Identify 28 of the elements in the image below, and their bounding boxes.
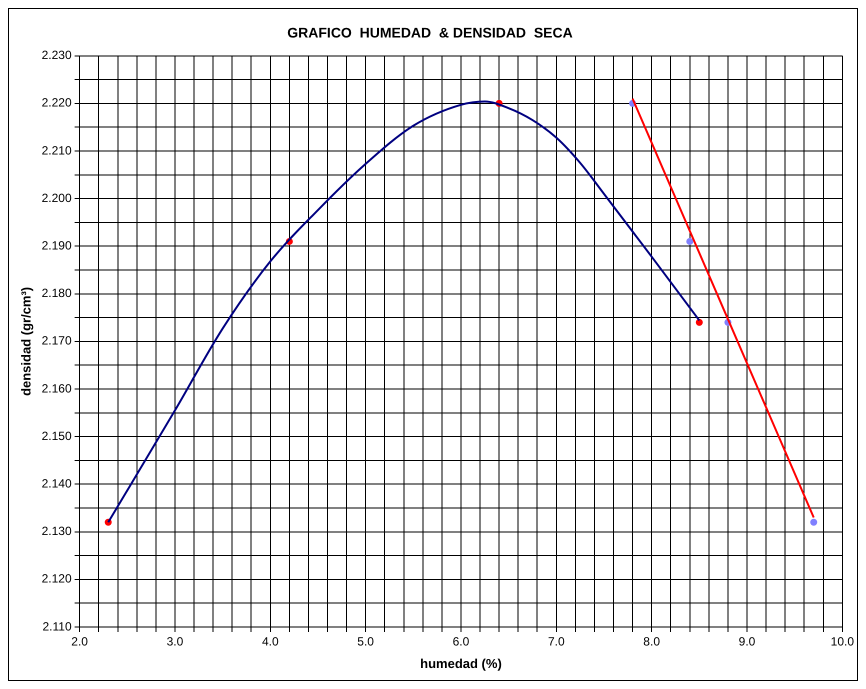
x-tick-label: 6.0 bbox=[452, 634, 470, 649]
y-tick-label: 2.180 bbox=[42, 286, 72, 300]
y-tick-label: 2.130 bbox=[42, 524, 72, 538]
x-tick-label: 5.0 bbox=[357, 634, 374, 649]
x-tick-label: 9.0 bbox=[738, 634, 756, 649]
x-tick-label: 10.0 bbox=[830, 634, 854, 649]
y-tick-label: 2.170 bbox=[42, 334, 72, 348]
y-tick-label: 2.200 bbox=[42, 190, 72, 205]
y-tick-label: 2.110 bbox=[42, 619, 72, 634]
chart-title: GRAFICO HUMEDAD & DENSIDAD SECA bbox=[287, 24, 573, 40]
y-tick-label: 2.220 bbox=[42, 96, 72, 110]
x-tick-label: 7.0 bbox=[548, 634, 565, 649]
y-tick-label: 2.190 bbox=[42, 238, 72, 253]
point bbox=[810, 518, 818, 526]
y-tick-label: 2.150 bbox=[42, 428, 72, 443]
x-tick-label: 2.0 bbox=[71, 634, 88, 649]
x-tick-label: 3.0 bbox=[166, 634, 184, 649]
y-tick-label: 2.160 bbox=[42, 381, 72, 396]
x-axis-title: humedad (%) bbox=[420, 656, 502, 671]
point bbox=[696, 318, 703, 326]
y-tick-label: 2.140 bbox=[42, 476, 72, 491]
y-tick-label: 2.230 bbox=[42, 48, 72, 62]
y-tick-label: 2.120 bbox=[42, 572, 72, 586]
point bbox=[686, 238, 694, 245]
y-tick-label: 2.210 bbox=[42, 143, 72, 158]
y-axis-title: densidad (gr/cm³) bbox=[18, 286, 34, 396]
x-tick-label: 8.0 bbox=[643, 634, 660, 649]
x-tick-label: 4.0 bbox=[262, 634, 279, 649]
